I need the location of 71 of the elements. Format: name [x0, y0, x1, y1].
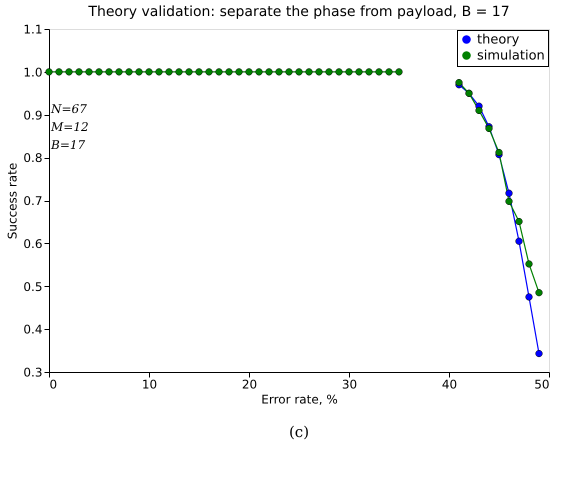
point	[525, 293, 533, 301]
point	[145, 68, 153, 76]
point	[205, 68, 213, 76]
point	[535, 350, 543, 358]
chart-title: Theory validation: separate the phase from payload, B = 17	[87, 4, 510, 20]
y-tick-label: 0.6	[23, 236, 42, 251]
point	[365, 68, 373, 76]
point	[95, 68, 103, 76]
point	[315, 68, 323, 76]
point	[265, 68, 273, 76]
x-tick-label: 10	[142, 378, 158, 392]
point	[375, 68, 383, 76]
y-tick-label: 1.1	[23, 22, 42, 36]
point	[475, 106, 483, 114]
point	[185, 68, 193, 76]
point	[45, 68, 53, 76]
point	[535, 289, 543, 296]
point	[195, 68, 203, 76]
annotation: N=67	[50, 102, 88, 116]
point	[385, 68, 393, 76]
point	[135, 68, 143, 76]
x-axis-title: Error rate, %	[261, 392, 338, 406]
point	[115, 68, 123, 76]
point	[525, 260, 533, 268]
legend-label: theory	[477, 32, 520, 48]
x-tick-label: 40	[442, 378, 458, 392]
annotation: B=17	[50, 138, 86, 152]
point	[495, 148, 503, 156]
point	[105, 68, 113, 76]
point	[515, 238, 523, 245]
point	[245, 68, 253, 76]
point	[505, 198, 513, 205]
text: (c)	[288, 423, 310, 441]
point	[275, 68, 283, 76]
y-axis-title: Success rate	[5, 162, 20, 240]
x-tick-label: 50	[534, 378, 550, 392]
point	[175, 68, 183, 76]
x-tick-label: 0	[50, 378, 58, 392]
y-tick-label: 0.8	[23, 151, 42, 166]
x-tick-label: 30	[342, 378, 358, 392]
legend-label: simulation	[477, 48, 545, 64]
point	[235, 68, 243, 76]
point	[215, 68, 223, 76]
point	[55, 68, 63, 76]
point	[165, 68, 173, 76]
point	[225, 68, 233, 76]
point	[295, 68, 303, 76]
point	[355, 68, 363, 76]
point	[395, 68, 403, 76]
point	[125, 68, 133, 76]
point	[85, 68, 93, 76]
y-tick-label: 0.4	[23, 322, 42, 337]
point	[455, 78, 463, 86]
y-tick-label: 0.7	[23, 194, 42, 208]
point	[255, 68, 263, 76]
y-tick-label: 0.3	[23, 366, 42, 380]
y-tick-label: 1.0	[23, 65, 42, 80]
point	[285, 68, 293, 76]
annotation: M=12	[50, 120, 89, 134]
x-tick-label: 20	[242, 378, 258, 392]
point	[325, 68, 333, 76]
point	[155, 68, 163, 76]
point	[345, 68, 353, 76]
point	[305, 68, 313, 76]
point	[515, 218, 523, 226]
point	[505, 190, 513, 197]
y-tick-label: 0.5	[23, 280, 42, 294]
point	[65, 68, 73, 76]
point	[75, 68, 83, 76]
y-tick-label: 0.9	[23, 108, 42, 122]
point	[335, 68, 343, 76]
